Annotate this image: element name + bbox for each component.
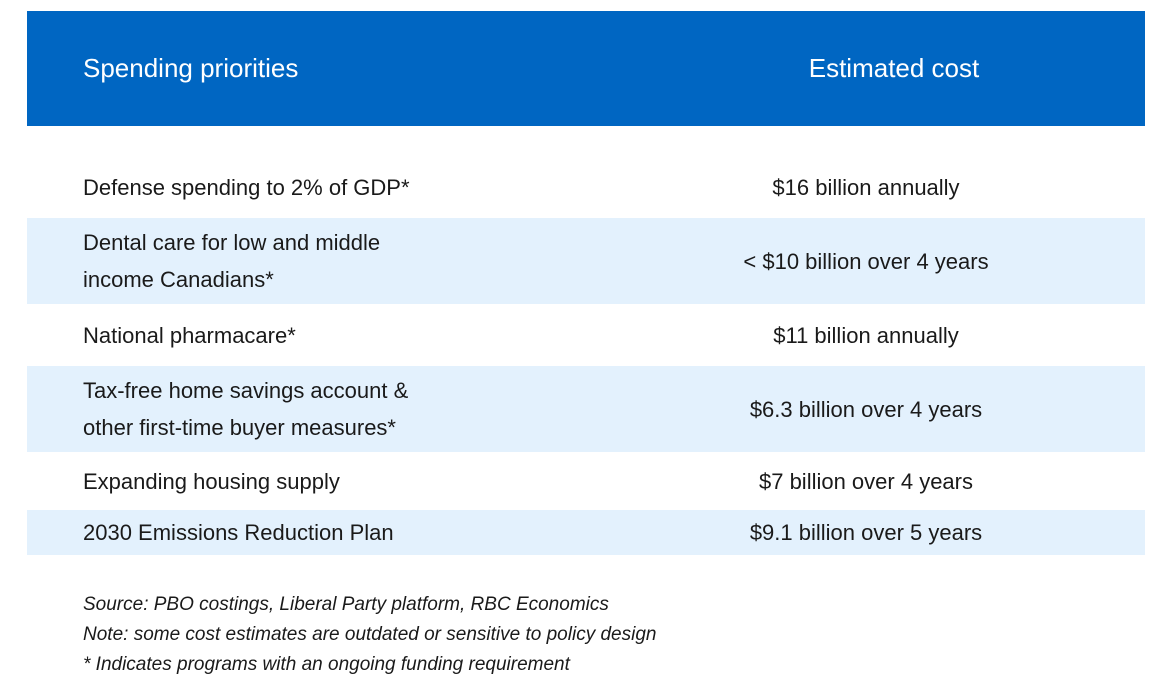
- priority-line: Defense spending to 2% of GDP*: [83, 174, 410, 200]
- table-row: Expanding housing supply $7 billion over…: [27, 452, 1145, 510]
- priority-cell: Expanding housing supply: [27, 463, 647, 500]
- table-row: Dental care for low and middle income Ca…: [27, 218, 1145, 304]
- priority-cell: National pharmacare*: [27, 317, 647, 354]
- priority-line: Dental care for low and middle: [83, 230, 381, 255]
- priority-line: Expanding housing supply: [83, 468, 340, 494]
- priority-line: income Canadians*: [83, 267, 274, 292]
- table-row: National pharmacare* $11 billion annuall…: [27, 304, 1145, 366]
- table-header: Spending priorities Estimated cost: [27, 11, 1145, 126]
- priority-line: other first-time buyer measures*: [83, 415, 396, 440]
- cost-cell: $6.3 billion over 4 years: [749, 396, 983, 422]
- header-estimated-cost: Estimated cost: [808, 53, 980, 83]
- source-note: Source: PBO costings, Liberal Party plat…: [83, 594, 609, 615]
- priority-cell: Defense spending to 2% of GDP*: [27, 169, 647, 206]
- cost-cell: < $10 billion over 4 years: [743, 248, 989, 274]
- cost-cell: $9.1 billion over 5 years: [749, 520, 983, 545]
- cost-cell: $11 billion annually: [773, 322, 959, 348]
- spending-table: Spending priorities Estimated cost Defen…: [27, 11, 1145, 555]
- cost-cell: $16 billion annually: [772, 174, 960, 200]
- table-notes: Source: PBO costings, Liberal Party plat…: [83, 590, 656, 680]
- priority-cell: 2030 Emissions Reduction Plan: [27, 514, 647, 551]
- priority-cell: Dental care for low and middle income Ca…: [27, 224, 647, 298]
- cost-cell: $7 billion over 4 years: [758, 468, 973, 494]
- table-row: Tax-free home savings account & other fi…: [27, 366, 1145, 452]
- header-spacer: [27, 126, 1145, 156]
- priority-line: Tax-free home savings account &: [83, 378, 409, 403]
- priority-line: 2030 Emissions Reduction Plan: [83, 520, 394, 545]
- footnote: * Indicates programs with an ongoing fun…: [83, 654, 570, 675]
- priority-line: National pharmacare*: [83, 322, 296, 348]
- table-row: 2030 Emissions Reduction Plan $9.1 billi…: [27, 510, 1145, 555]
- table-row: Defense spending to 2% of GDP* $16 billi…: [27, 156, 1145, 218]
- header-spending-priorities: Spending priorities: [83, 53, 299, 83]
- disclaimer-note: Note: some cost estimates are outdated o…: [83, 624, 657, 645]
- priority-cell: Tax-free home savings account & other fi…: [27, 372, 647, 446]
